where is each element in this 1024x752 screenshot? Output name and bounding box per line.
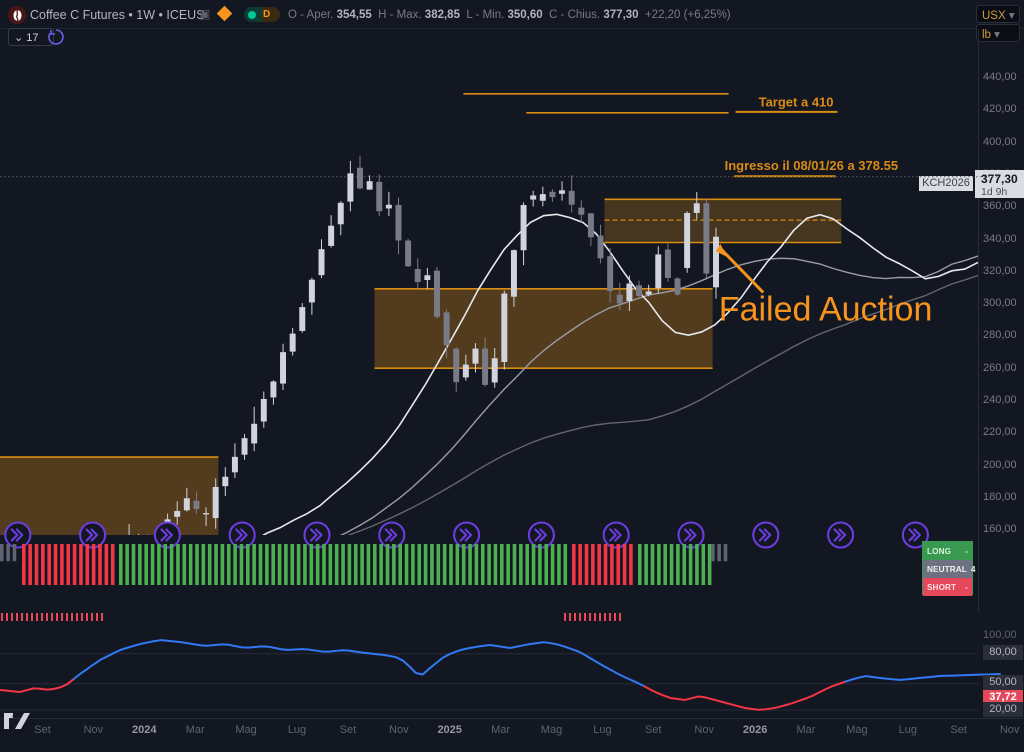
svg-text:Failed Auction: Failed Auction (719, 291, 933, 329)
svg-text:Target a 410: Target a 410 (759, 94, 834, 109)
svg-text:Ingresso il 08/01/26 a 378.55: Ingresso il 08/01/26 a 378.55 (725, 158, 898, 173)
